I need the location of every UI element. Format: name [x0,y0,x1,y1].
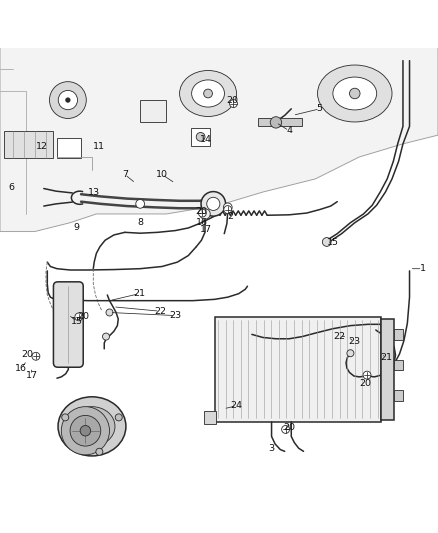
Text: 21: 21 [133,289,145,298]
Circle shape [347,350,354,357]
Circle shape [230,100,237,108]
Bar [394,391,403,401]
Text: 5: 5 [317,104,323,114]
Text: 21: 21 [380,353,392,362]
Polygon shape [0,47,438,231]
Text: 15: 15 [71,317,83,326]
Text: 23: 23 [348,337,360,346]
Text: 20: 20 [21,350,33,359]
Text: 22: 22 [333,332,346,341]
Ellipse shape [180,70,237,117]
Circle shape [207,197,220,211]
Circle shape [32,352,40,360]
Text: 4: 4 [286,126,292,135]
FancyBboxPatch shape [53,282,83,367]
Circle shape [106,309,113,316]
Text: 1: 1 [420,264,426,273]
Circle shape [136,199,145,208]
Text: 20: 20 [360,379,372,389]
Circle shape [58,91,78,110]
Circle shape [96,448,103,455]
Bar [215,317,381,422]
Text: 17: 17 [200,225,212,234]
Circle shape [363,371,371,379]
Bar [57,138,81,158]
Text: 7: 7 [122,170,128,179]
Circle shape [350,88,360,99]
Text: 23: 23 [169,311,181,320]
Bar [394,360,403,370]
Circle shape [204,89,212,98]
Text: 10: 10 [156,170,168,179]
Text: 16: 16 [15,364,27,373]
Text: 14: 14 [200,135,212,144]
Text: 20: 20 [226,95,238,104]
Circle shape [102,333,110,340]
Bar [4,131,53,158]
Bar [381,319,394,420]
Text: 22: 22 [154,306,166,316]
Text: 9: 9 [74,223,80,231]
Ellipse shape [318,65,392,122]
Circle shape [270,117,282,128]
Circle shape [70,415,101,446]
Bar [191,128,210,146]
Circle shape [75,313,83,321]
Circle shape [49,82,86,118]
Circle shape [66,98,70,102]
Text: 17: 17 [25,370,38,379]
Circle shape [80,425,91,436]
Bar [204,411,216,424]
Circle shape [198,209,206,217]
Circle shape [223,203,232,212]
Text: 20: 20 [283,423,295,432]
Text: 11: 11 [92,142,105,150]
Text: 8: 8 [137,218,143,227]
Ellipse shape [69,407,115,446]
Bar [140,100,166,122]
Text: 24: 24 [230,401,243,410]
Bar [258,118,302,126]
Text: 13: 13 [88,188,100,197]
Ellipse shape [58,397,126,456]
Circle shape [115,414,122,421]
Circle shape [201,191,226,216]
Circle shape [196,133,205,141]
Text: 2: 2 [227,212,233,221]
Bar [394,329,403,340]
Circle shape [322,238,331,246]
Circle shape [61,407,110,455]
Text: 16: 16 [195,218,208,227]
Text: 20: 20 [77,312,89,321]
Ellipse shape [333,77,377,110]
Text: 15: 15 [327,238,339,247]
Circle shape [62,414,69,421]
Text: 6: 6 [8,183,14,192]
Text: 3: 3 [268,444,275,453]
Ellipse shape [191,80,224,107]
Circle shape [282,425,290,433]
Text: 20: 20 [195,207,208,216]
Circle shape [200,209,210,219]
Text: 12: 12 [35,142,48,150]
Circle shape [224,206,232,214]
